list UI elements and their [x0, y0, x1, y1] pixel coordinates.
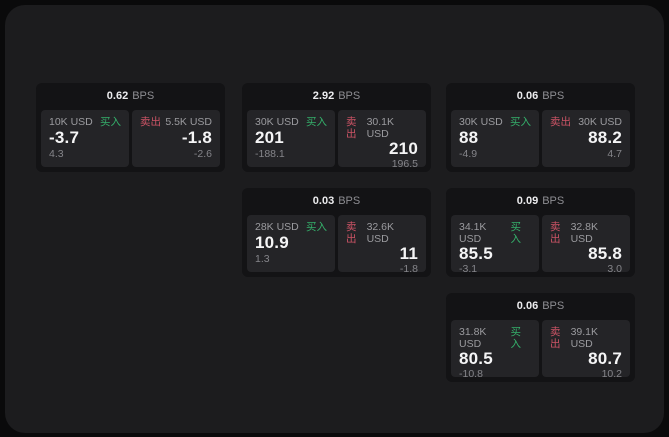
buy-label: 买入: [510, 221, 521, 245]
sell-amount: 32.8K USD: [570, 221, 599, 245]
buy-tile[interactable]: 31.8K USD 买入 80.5 -10.8: [451, 320, 539, 380]
sell-label: 卖出: [346, 221, 357, 245]
sell-tile[interactable]: 卖出 32.6K USD 11 -1.8: [338, 215, 426, 275]
sell-tile[interactable]: 卖出 30K USD 88.2 4.7: [542, 110, 630, 167]
sell-price: 85.8: [588, 244, 622, 263]
buy-amount: 10K USD: [49, 116, 93, 128]
bps-unit-label: BPS: [542, 300, 565, 312]
buy-label: 买入: [510, 116, 531, 128]
bps-value: 2.92: [312, 90, 335, 102]
sell-label: 卖出: [550, 221, 561, 245]
bps-unit-label: BPS: [132, 90, 155, 102]
bps-spread-header: 0.09 BPS: [446, 188, 635, 215]
quote-card: 0.62 BPS 10K USD 买入 -3.7 4.3 卖出 5.5K USD…: [36, 83, 225, 172]
sell-label: 卖出: [140, 116, 161, 128]
sell-price: 88.2: [588, 128, 622, 147]
quote-card: 2.92 BPS 30K USD 买入 201 -188.1 卖出 30.1K …: [242, 83, 431, 172]
sell-tile[interactable]: 卖出 32.8K USD 85.8 3.0: [542, 215, 630, 275]
quote-card: 0.06 BPS 30K USD 买入 88 -4.9 卖出 30K USD 8…: [446, 83, 635, 172]
buy-tile[interactable]: 34.1K USD 买入 85.5 -3.1: [451, 215, 539, 275]
bps-value: 0.06: [516, 300, 539, 312]
sell-label: 卖出: [346, 116, 357, 140]
sell-amount: 39.1K USD: [570, 326, 599, 350]
buy-amount: 31.8K USD: [459, 326, 487, 350]
sell-delta: -1.8: [399, 263, 418, 275]
bps-spread-header: 0.06 BPS: [446, 83, 635, 110]
sell-delta: 4.7: [607, 148, 622, 160]
sell-price: 80.7: [588, 349, 622, 368]
sell-delta: 10.2: [601, 368, 622, 380]
buy-price: 10.9: [255, 233, 289, 252]
bps-value: 0.03: [312, 195, 335, 207]
sell-amount: 30.1K USD: [366, 116, 395, 140]
buy-amount: 30K USD: [459, 116, 503, 128]
buy-delta: -4.9: [459, 148, 478, 160]
sell-price: 11: [399, 244, 418, 263]
buy-price: 201: [255, 128, 284, 147]
quote-card: 0.06 BPS 31.8K USD 买入 80.5 -10.8 卖出 39.1…: [446, 293, 635, 382]
bps-value: 0.09: [516, 195, 539, 207]
buy-tile[interactable]: 30K USD 买入 88 -4.9: [451, 110, 539, 167]
buy-delta: 1.3: [255, 253, 270, 265]
quote-card: 0.03 BPS 28K USD 买入 10.9 1.3 卖出 32.6K US…: [242, 188, 431, 277]
sell-delta: 3.0: [607, 263, 622, 275]
sell-label: 卖出: [550, 116, 571, 128]
bps-spread-header: 0.06 BPS: [446, 293, 635, 320]
bps-value: 0.62: [106, 90, 129, 102]
sell-tile[interactable]: 卖出 5.5K USD -1.8 -2.6: [132, 110, 220, 167]
buy-price: 80.5: [459, 349, 493, 368]
buy-delta: -10.8: [459, 368, 483, 380]
sell-amount: 32.6K USD: [366, 221, 395, 245]
buy-label: 买入: [306, 221, 327, 233]
bps-unit-label: BPS: [542, 195, 565, 207]
buy-label: 买入: [306, 116, 327, 128]
sell-price: -1.8: [181, 128, 212, 147]
bps-unit-label: BPS: [338, 195, 361, 207]
buy-delta: -188.1: [255, 148, 285, 160]
buy-label: 买入: [100, 116, 121, 128]
sell-delta: 196.5: [391, 158, 418, 170]
buy-amount: 34.1K USD: [459, 221, 487, 245]
sell-delta: -2.6: [193, 148, 212, 160]
sell-price: 210: [389, 139, 418, 158]
buy-price: -3.7: [49, 128, 80, 147]
buy-tile[interactable]: 10K USD 买入 -3.7 4.3: [41, 110, 129, 167]
quote-card: 0.09 BPS 34.1K USD 买入 85.5 -3.1 卖出 32.8K…: [446, 188, 635, 277]
bps-spread-header: 2.92 BPS: [242, 83, 431, 110]
sell-tile[interactable]: 卖出 30.1K USD 210 196.5: [338, 110, 426, 170]
buy-delta: 4.3: [49, 148, 64, 160]
bps-spread-header: 0.03 BPS: [242, 188, 431, 215]
buy-price: 88: [459, 128, 479, 147]
buy-tile[interactable]: 30K USD 买入 201 -188.1: [247, 110, 335, 167]
sell-amount: 5.5K USD: [165, 116, 212, 128]
bps-unit-label: BPS: [542, 90, 565, 102]
sell-tile[interactable]: 卖出 39.1K USD 80.7 10.2: [542, 320, 630, 380]
buy-tile[interactable]: 28K USD 买入 10.9 1.3: [247, 215, 335, 272]
sell-amount: 30K USD: [578, 116, 622, 128]
bps-spread-header: 0.62 BPS: [36, 83, 225, 110]
buy-amount: 30K USD: [255, 116, 299, 128]
buy-price: 85.5: [459, 244, 493, 263]
buy-delta: -3.1: [459, 263, 478, 275]
buy-label: 买入: [510, 326, 521, 350]
buy-amount: 28K USD: [255, 221, 299, 233]
bps-unit-label: BPS: [338, 90, 361, 102]
bps-value: 0.06: [516, 90, 539, 102]
sell-label: 卖出: [550, 326, 561, 350]
